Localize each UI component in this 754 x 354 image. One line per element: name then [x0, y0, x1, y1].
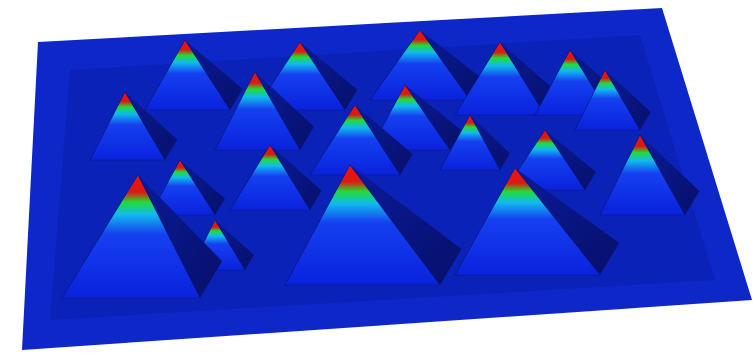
- render: [0, 0, 754, 354]
- body: (() => { const g = document.getElementBy…: [0, 0, 754, 354]
- page: Render {} html, body { margin: 0; paddin…: [0, 0, 754, 354]
